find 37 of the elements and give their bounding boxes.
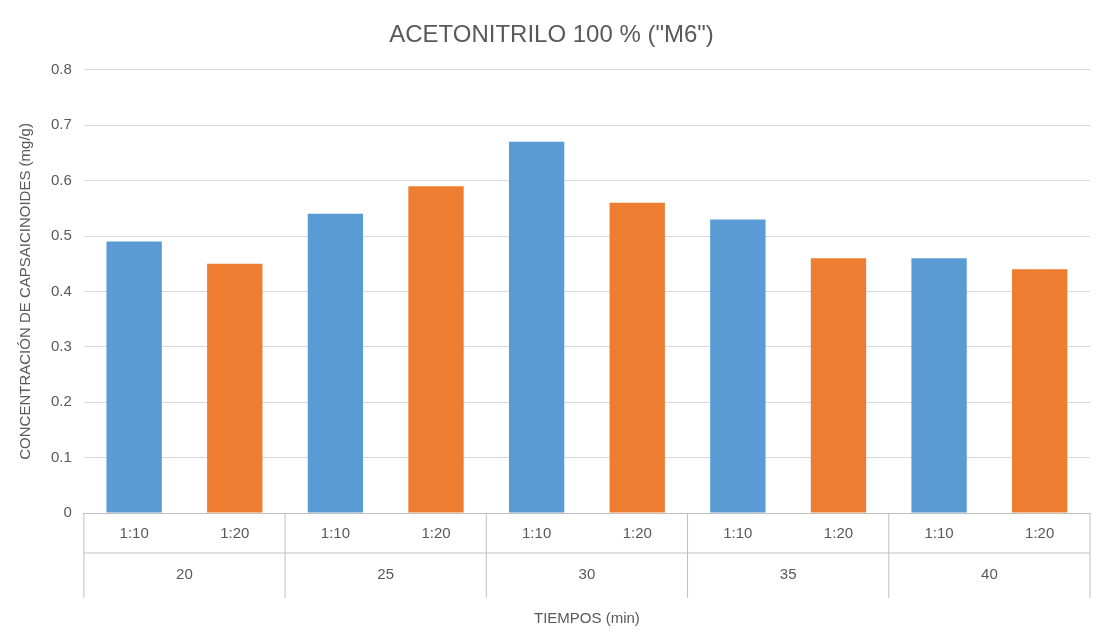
bar [106,241,162,513]
y-axis-title: CONCENTRACIÓN DE CAPSAICINOIDES (mg/g) [16,123,34,460]
bar [1012,269,1068,513]
bar [207,263,263,513]
y-tick-label: 0.8 [50,59,72,77]
x-tick-label: 1:10 [522,524,552,542]
y-tick-label: 0.6 [50,170,72,188]
bar [810,258,867,513]
y-tick-label: 0.1 [50,447,72,465]
x-axis-title: TIEMPOS (min) [534,609,640,627]
bar [609,202,665,513]
text: 25 [377,565,395,583]
y-tick-label: 0.4 [50,281,72,299]
chart-title: ACETONITRILO 100 % ("M6") [389,20,714,48]
y-tick-label: 0.2 [50,392,72,410]
x-tick-label: 1:20 [421,524,451,542]
x-tick-label: 1:20 [622,524,652,542]
x-tick-label: 1:10 [320,524,350,542]
y-tick-label: 0.7 [50,115,72,133]
x-tick-label: 1:20 [1025,524,1055,542]
bar [408,186,464,513]
x-tick-label: 1:20 [220,524,250,542]
x-tick-label: 1:20 [823,524,854,542]
text: 30 [578,565,596,583]
x-tick-label: 1:10 [924,524,954,542]
text: 20 [176,565,193,583]
bar [911,258,967,513]
y-tick-label: 0 [63,503,72,521]
text: 40 [981,565,998,583]
y-tick-label: 0.5 [50,226,72,244]
text: 35 [779,565,797,583]
y-tick-label: 0.3 [50,336,72,354]
bar [307,213,364,513]
bar [710,219,766,513]
bar [508,141,565,513]
x-tick-label: 1:10 [723,524,753,542]
x-tick-label: 1:10 [119,524,149,542]
